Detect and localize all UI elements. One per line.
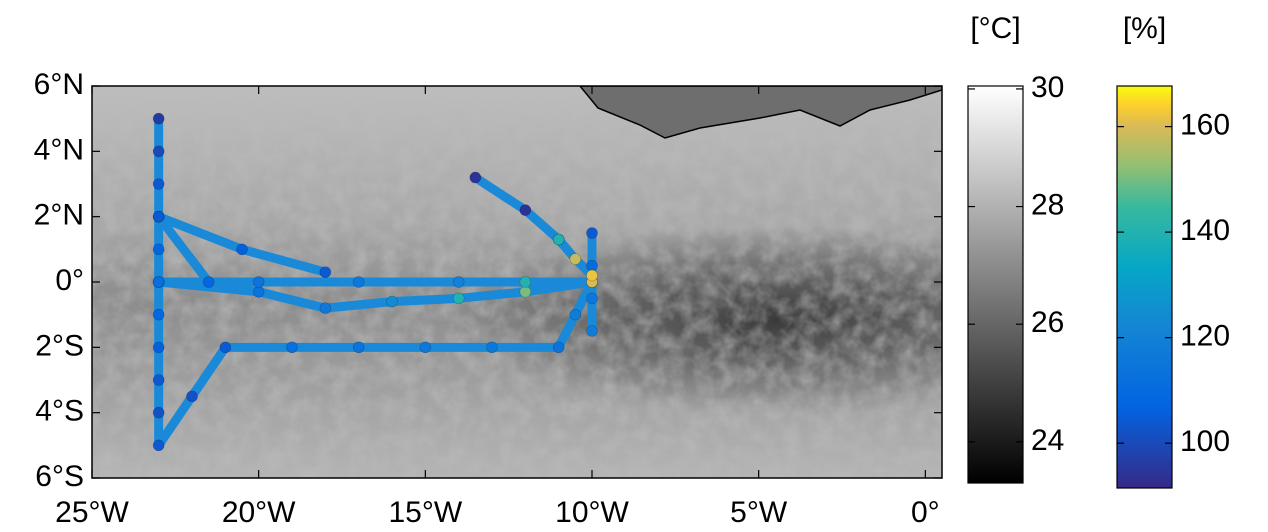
colorbar-tick-label: 160	[1180, 109, 1230, 142]
colorbar	[1117, 86, 1172, 488]
track-point	[153, 211, 164, 222]
colorbar-tick-label: 100	[1180, 425, 1230, 458]
track-point	[237, 244, 248, 255]
track-point	[570, 254, 581, 265]
colorbar-tick-label: 140	[1180, 214, 1230, 247]
track-point	[153, 309, 164, 320]
colorbar-tick-label: 30	[1031, 71, 1064, 104]
colorbar-tick-label: 120	[1180, 320, 1230, 353]
track-point	[520, 286, 531, 297]
track-point	[253, 277, 264, 288]
track-point	[453, 277, 464, 288]
y-tick-label: 6°N	[34, 68, 84, 101]
track-point	[153, 342, 164, 353]
x-tick-label: 10°W	[555, 496, 629, 529]
track-point	[420, 342, 431, 353]
y-tick-label: 2°S	[35, 329, 84, 362]
track-point	[153, 375, 164, 386]
track-point	[587, 260, 598, 271]
track-point	[320, 303, 331, 314]
track-point	[220, 342, 231, 353]
track-point	[587, 270, 598, 281]
colorbar	[968, 86, 1023, 483]
track-point	[570, 309, 581, 320]
y-tick-label: 0°	[55, 264, 84, 297]
colorbar-label: [°C]	[970, 12, 1020, 45]
track-point	[153, 244, 164, 255]
figure: 25°W 20°W 15°W 10°W 5°W 0° 6°S 4°S 2°S 0° 2°N 4°N 6°…	[0, 0, 1268, 532]
track-point	[353, 342, 364, 353]
x-tick-label: 5°W	[730, 496, 788, 529]
track-point	[587, 228, 598, 239]
y-tick-label: 6°S	[35, 460, 84, 493]
track-point	[553, 234, 564, 245]
y-tick-label: 4°N	[34, 133, 84, 166]
track-point	[553, 342, 564, 353]
colorbar-label: [%]	[1123, 12, 1166, 45]
x-tick-label: 15°W	[388, 496, 462, 529]
colorbar-tick-label: 24	[1031, 424, 1064, 457]
track-point	[287, 342, 298, 353]
y-tick-label: 2°N	[34, 199, 84, 232]
colorbar-tick-label: 28	[1031, 188, 1064, 221]
x-tick-label: 0°	[911, 496, 940, 529]
track-point	[470, 172, 481, 183]
track-point	[353, 277, 364, 288]
track-point	[153, 146, 164, 157]
x-tick-label: 25°W	[55, 496, 129, 529]
track-point	[153, 113, 164, 124]
x-tick-label: 20°W	[222, 496, 296, 529]
track-point	[153, 277, 164, 288]
colorbar-tick-label: 26	[1031, 306, 1064, 339]
y-tick-label: 4°S	[35, 395, 84, 428]
track-point	[520, 277, 531, 288]
track-point	[253, 286, 264, 297]
track-point	[153, 179, 164, 190]
track-point	[587, 293, 598, 304]
track-point	[153, 407, 164, 418]
track-point	[387, 296, 398, 307]
track-point	[320, 267, 331, 278]
track-point	[187, 391, 198, 402]
track-point	[587, 326, 598, 337]
track-point	[453, 293, 464, 304]
track-point	[487, 342, 498, 353]
track-point	[203, 277, 214, 288]
track-point	[153, 440, 164, 451]
track-point	[520, 205, 531, 216]
